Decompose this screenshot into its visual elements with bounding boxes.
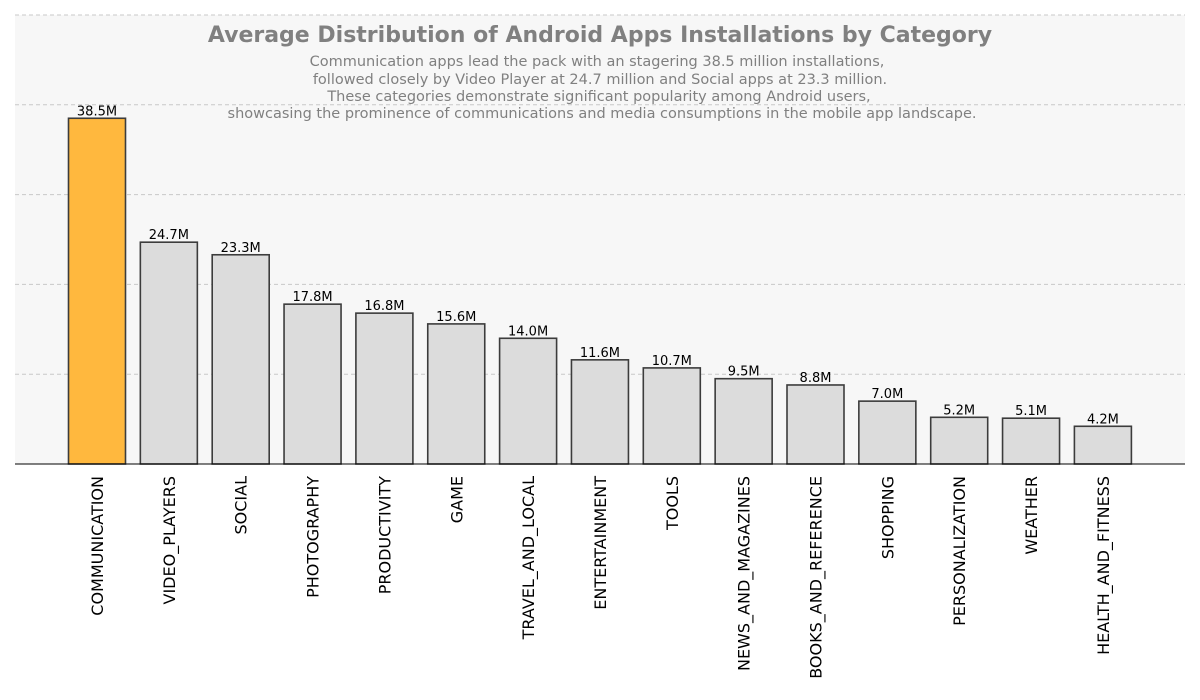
x-tick-label: VIDEO_PLAYERS xyxy=(160,476,180,604)
x-tick-labels: COMMUNICATION VIDEO_PLAYERS SOCIAL PHOTOGRA… xyxy=(88,476,1114,679)
x-tick-label: HEALTH_AND_FITNESS xyxy=(1094,476,1114,655)
bar-value-label: 5.2M xyxy=(943,403,975,418)
bar-photography xyxy=(283,303,342,465)
bar-value-label: 17.8M xyxy=(292,290,332,305)
bar-shopping xyxy=(858,400,917,465)
bar-news-and-magazines xyxy=(714,377,773,465)
x-tick-label: TOOLS xyxy=(663,476,682,531)
x-tick-label: ENTERTAINMENT xyxy=(591,476,610,610)
x-tick-label: GAME xyxy=(447,476,466,523)
x-tick-label: SOCIAL xyxy=(232,476,251,535)
bar-value-label: 8.8M xyxy=(800,371,832,386)
bar-personalization xyxy=(929,416,989,465)
x-tick-label: TRAVEL_AND_LOCAL xyxy=(519,476,539,640)
bar-value-label: 5.1M xyxy=(1015,404,1047,419)
bar-value-label: 10.7M xyxy=(652,354,692,369)
x-tick-label: COMMUNICATION xyxy=(88,476,107,616)
chart-title: Average Distribution of Android Apps Ins… xyxy=(208,23,992,48)
bars xyxy=(67,117,1133,465)
x-tick-label: NEWS_AND_MAGAZINES xyxy=(735,476,755,671)
bar-social xyxy=(211,253,270,465)
bar-value-label: 7.0M xyxy=(871,387,903,402)
bar-productivity xyxy=(355,312,414,465)
bar-value-label: 23.3M xyxy=(221,241,261,256)
bar-value-label: 38.5M xyxy=(77,104,117,119)
bar-entertainment xyxy=(570,359,630,465)
bar-tools xyxy=(642,367,702,465)
chart-subtitle-line-1: Communication apps lead the pack with an… xyxy=(310,54,885,70)
bar-books-and-reference xyxy=(786,384,845,465)
chart-subtitle-line-2: followed closely by Video Player at 24.7… xyxy=(313,72,887,88)
bar-video-players xyxy=(139,241,199,465)
bar-value-label: 4.2M xyxy=(1087,412,1119,427)
bar-value-label: 9.5M xyxy=(728,365,760,380)
x-tick-label: WEATHER xyxy=(1022,476,1041,555)
x-tick-label: PHOTOGRAPHY xyxy=(304,476,323,598)
chart-subtitle-line-4: showcasing the prominence of communicati… xyxy=(228,106,977,122)
bar-value-label: 16.8M xyxy=(364,299,404,314)
bar-game xyxy=(426,323,486,465)
bar-value-label: 11.6M xyxy=(580,346,620,361)
bar-health-and-fitness xyxy=(1073,425,1133,465)
x-tick-label: BOOKS_AND_REFERENCE xyxy=(807,476,827,679)
bar-weather xyxy=(1001,417,1061,465)
bar-travel-and-local xyxy=(498,337,558,465)
x-tick-label: PRODUCTIVITY xyxy=(375,476,394,594)
bar-communication xyxy=(67,117,127,465)
bar-value-label: 14.0M xyxy=(508,324,548,339)
chart-subtitle-line-3: These categories demonstrate significant… xyxy=(326,89,870,105)
bar-value-label: 24.7M xyxy=(149,228,189,243)
bar-value-label: 15.6M xyxy=(436,310,476,325)
bar-value-labels: 38.5M 24.7M 23.3M 17.8M 16.8M 15.6M 14.0M 11.6M… xyxy=(77,104,1119,427)
x-tick-label: PERSONALIZATION xyxy=(950,476,969,626)
x-tick-label: SHOPPING xyxy=(878,476,897,559)
